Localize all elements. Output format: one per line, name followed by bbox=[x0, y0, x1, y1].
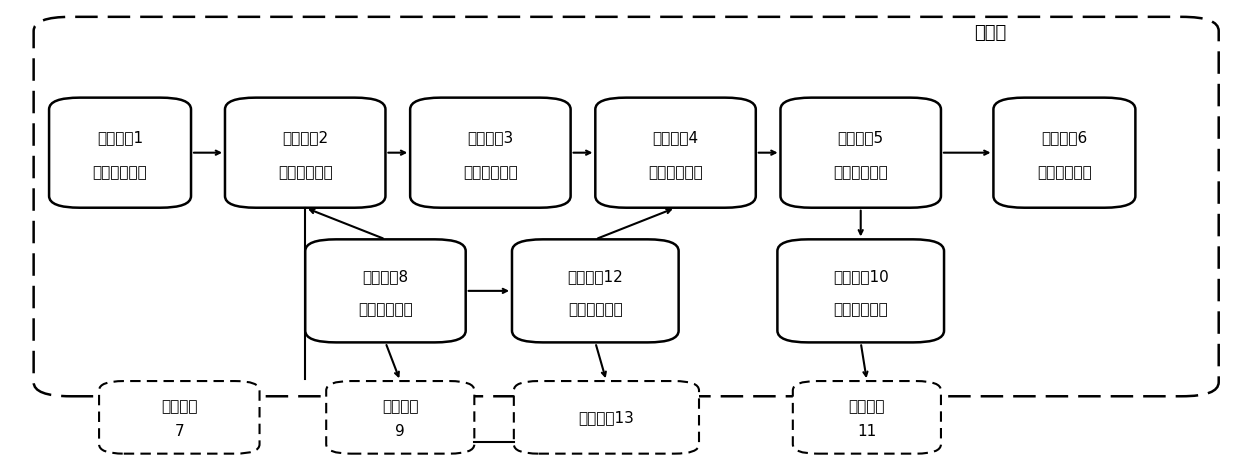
Text: （请求问题）: （请求问题） bbox=[93, 165, 148, 180]
Text: （进化训练）: （进化训练） bbox=[568, 302, 622, 317]
Text: 进化神经12: 进化神经12 bbox=[568, 269, 624, 284]
Text: 记忆中心: 记忆中心 bbox=[848, 399, 885, 414]
Text: 反馈中心: 反馈中心 bbox=[382, 399, 419, 414]
FancyBboxPatch shape bbox=[326, 381, 475, 454]
FancyBboxPatch shape bbox=[993, 98, 1136, 208]
Text: 传出神经6: 传出神经6 bbox=[1042, 130, 1087, 145]
Text: 11: 11 bbox=[857, 424, 877, 439]
Text: （返回决策）: （返回决策） bbox=[1037, 165, 1091, 180]
FancyBboxPatch shape bbox=[305, 239, 466, 342]
FancyBboxPatch shape bbox=[780, 98, 941, 208]
Text: 9: 9 bbox=[396, 424, 405, 439]
Text: （预筛预判）: （预筛预判） bbox=[463, 165, 518, 180]
Text: 决策神经4: 决策神经4 bbox=[652, 130, 698, 145]
FancyBboxPatch shape bbox=[513, 381, 699, 454]
Text: （量化决策）: （量化决策） bbox=[649, 165, 703, 180]
Text: （记录决策）: （记录决策） bbox=[833, 302, 888, 317]
Text: 7: 7 bbox=[175, 424, 184, 439]
Text: 记忆神经10: 记忆神经10 bbox=[833, 269, 889, 284]
FancyBboxPatch shape bbox=[777, 239, 944, 342]
FancyBboxPatch shape bbox=[224, 98, 386, 208]
Text: （收集反馈）: （收集反馈） bbox=[358, 302, 413, 317]
FancyBboxPatch shape bbox=[792, 381, 941, 454]
Text: 信息中心: 信息中心 bbox=[161, 399, 197, 414]
Text: （干预决策）: （干预决策） bbox=[833, 165, 888, 180]
Text: 模型中心13: 模型中心13 bbox=[579, 410, 635, 425]
FancyBboxPatch shape bbox=[99, 381, 259, 454]
Text: 反射弧: 反射弧 bbox=[975, 24, 1007, 42]
FancyBboxPatch shape bbox=[512, 239, 678, 342]
Text: 感知神经2: 感知神经2 bbox=[283, 130, 329, 145]
Text: （收集信息）: （收集信息） bbox=[278, 165, 332, 180]
FancyBboxPatch shape bbox=[595, 98, 756, 208]
FancyBboxPatch shape bbox=[50, 98, 191, 208]
Text: 传入神经1: 传入神经1 bbox=[97, 130, 143, 145]
Text: 前驱神经3: 前驱神经3 bbox=[467, 130, 513, 145]
Text: 反馈神经8: 反馈神经8 bbox=[362, 269, 408, 284]
Text: 后驱神经5: 后驱神经5 bbox=[838, 130, 884, 145]
FancyBboxPatch shape bbox=[410, 98, 570, 208]
